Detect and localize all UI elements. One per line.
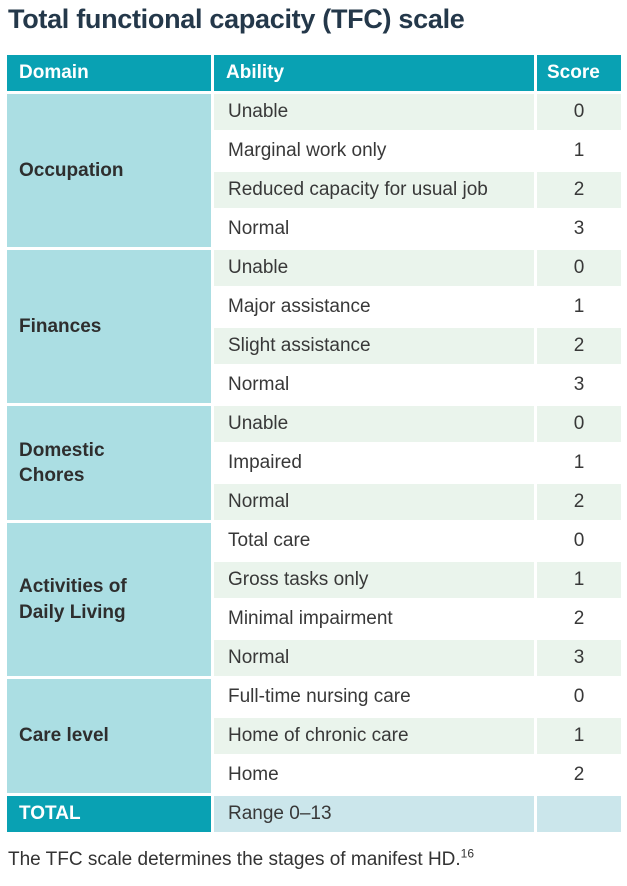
footnote-text: The TFC scale determines the stages of m… — [8, 849, 461, 870]
ability-cell: Normal — [214, 484, 534, 520]
column-header-ability: Ability — [214, 55, 534, 91]
score-cell: 3 — [537, 640, 621, 676]
score-cell: 1 — [537, 718, 621, 754]
domain-cell: Care level — [7, 679, 211, 793]
domain-cell: Finances — [7, 250, 211, 403]
ability-cell: Marginal work only — [214, 133, 534, 169]
domain-cell: Domestic Chores — [7, 406, 211, 520]
ability-cell: Normal — [214, 367, 534, 403]
ability-cell: Minimal impairment — [214, 601, 534, 637]
ability-cell: Gross tasks only — [214, 562, 534, 598]
ability-cell: Home — [214, 757, 534, 793]
ability-cell: Total care — [214, 523, 534, 559]
score-cell: 0 — [537, 406, 621, 442]
score-cell: 0 — [537, 523, 621, 559]
domain-cell: Occupation — [7, 94, 211, 247]
ability-cell: Full-time nursing care — [214, 679, 534, 715]
score-cell: 1 — [537, 289, 621, 325]
score-cell: 0 — [537, 94, 621, 130]
ability-cell: Unable — [214, 250, 534, 286]
footnote: The TFC scale determines the stages of m… — [8, 846, 621, 871]
score-cell: 2 — [537, 172, 621, 208]
score-cell: 0 — [537, 679, 621, 715]
column-header-domain: Domain — [7, 55, 211, 91]
column-header-score: Score — [537, 55, 621, 91]
ability-cell: Unable — [214, 94, 534, 130]
score-cell: 2 — [537, 484, 621, 520]
domain-cell: Activities of Daily Living — [7, 523, 211, 676]
total-row-score — [537, 796, 621, 832]
score-cell: 1 — [537, 445, 621, 481]
ability-cell: Major assistance — [214, 289, 534, 325]
score-cell: 0 — [537, 250, 621, 286]
ability-cell: Home of chronic care — [214, 718, 534, 754]
ability-cell: Slight assistance — [214, 328, 534, 364]
ability-cell: Unable — [214, 406, 534, 442]
ability-cell: Reduced capacity for usual job — [214, 172, 534, 208]
score-cell: 1 — [537, 133, 621, 169]
total-row-label: TOTAL — [7, 796, 211, 832]
tfc-table: Domain Ability Score Occupation Unable 0 Ma… — [7, 55, 621, 832]
score-cell: 2 — [537, 757, 621, 793]
ability-cell: Normal — [214, 211, 534, 247]
ability-cell: Normal — [214, 640, 534, 676]
total-row-range: Range 0–13 — [214, 796, 534, 832]
score-cell: 2 — [537, 328, 621, 364]
footnote-reference: 16 — [460, 846, 475, 861]
score-cell: 1 — [537, 562, 621, 598]
ability-cell: Impaired — [214, 445, 534, 481]
score-cell: 3 — [537, 211, 621, 247]
page-title: Total functional capacity (TFC) scale — [8, 4, 465, 34]
score-cell: 3 — [537, 367, 621, 403]
score-cell: 2 — [537, 601, 621, 637]
